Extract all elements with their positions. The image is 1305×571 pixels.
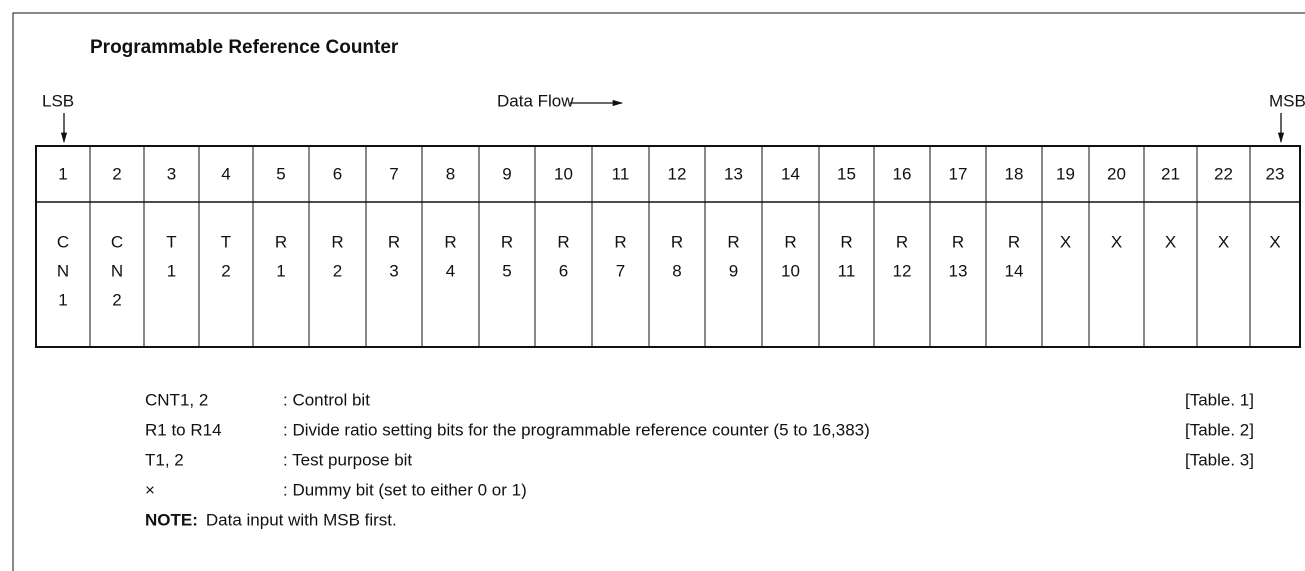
field-char: R	[444, 232, 456, 251]
table-border	[35, 145, 1301, 348]
bit-number: 15	[837, 164, 856, 183]
bit-number: 13	[724, 164, 743, 183]
field-char: 6	[559, 261, 568, 280]
bit-number: 7	[389, 164, 398, 183]
bit-number: 8	[446, 164, 455, 183]
field-char: 8	[672, 261, 681, 280]
field-char: R	[671, 232, 683, 251]
field-char: 10	[781, 261, 800, 280]
title: Programmable Reference Counter	[90, 37, 399, 58]
bit-number: 23	[1266, 164, 1285, 183]
bit-number: 20	[1107, 164, 1126, 183]
data-flow-label: Data Flow	[497, 91, 574, 110]
bit-number: 10	[554, 164, 573, 183]
field-char: X	[1165, 232, 1176, 251]
field-char: R	[952, 232, 964, 251]
legend: CNT1, 2 : Control bit [Table. 1] R1 to R14:…	[145, 390, 1254, 529]
field-char: R	[727, 232, 739, 251]
field-char: 12	[893, 261, 912, 280]
field-char: C	[57, 232, 69, 251]
bit-number: 6	[333, 164, 342, 183]
legend-term: ×	[145, 480, 155, 499]
legend-ref: [Table. 1]	[1185, 390, 1254, 409]
field-char: R	[614, 232, 626, 251]
field-char: R	[275, 232, 287, 251]
legend-description: : Divide ratio setting bits for the prog…	[283, 420, 870, 439]
field-char: T	[221, 232, 231, 251]
bit-number: 2	[112, 164, 121, 183]
field-char: R	[1008, 232, 1020, 251]
bit-number: 18	[1005, 164, 1024, 183]
field-char: X	[1060, 232, 1071, 251]
legend-term: CNT1, 2	[145, 390, 208, 409]
bit-number: 5	[276, 164, 285, 183]
bit-number: 14	[781, 164, 800, 183]
bit-number: 4	[221, 164, 230, 183]
legend-description: : Test purpose bit	[283, 450, 412, 469]
legend-term: T1, 2	[145, 450, 184, 469]
field-char: R	[501, 232, 513, 251]
bit-number: 21	[1161, 164, 1180, 183]
note-text: Data input with MSB first.	[206, 510, 397, 529]
field-char: 11	[838, 261, 856, 280]
field-char: C	[111, 232, 123, 251]
field-char: R	[784, 232, 796, 251]
msb-label: MSB	[1269, 91, 1305, 110]
bit-number: 1	[58, 164, 67, 183]
bit-number: 22	[1214, 164, 1233, 183]
field-char: 13	[949, 261, 968, 280]
field-char: 14	[1005, 261, 1024, 280]
field-char: R	[840, 232, 852, 251]
field-char: X	[1111, 232, 1122, 251]
lsb-label: LSB	[42, 91, 74, 110]
legend-ref: [Table. 3]	[1185, 450, 1254, 469]
field-char: N	[111, 261, 123, 280]
frame	[12, 12, 1305, 571]
field-char: R	[896, 232, 908, 251]
bit-number: 3	[167, 164, 176, 183]
bit-number: 17	[949, 164, 968, 183]
bit-number: 12	[668, 164, 687, 183]
field-char: 2	[112, 290, 121, 309]
legend-term: R1 to R14	[145, 420, 222, 439]
legend-description: : Dummy bit (set to either 0 or 1)	[283, 480, 527, 499]
bit-table: 1CN12CN23T14T25R16R27R38R49R510R611R712R…	[35, 145, 1301, 348]
field-char: X	[1218, 232, 1229, 251]
field-char: 2	[333, 261, 342, 280]
field-char: 5	[502, 261, 511, 280]
field-char: 1	[167, 261, 176, 280]
field-char: 7	[616, 261, 625, 280]
field-char: 1	[276, 261, 285, 280]
field-char: 2	[221, 261, 230, 280]
field-char: 4	[446, 261, 455, 280]
legend-description: : Control bit	[283, 390, 370, 409]
field-char: T	[166, 232, 176, 251]
field-char: 9	[729, 261, 738, 280]
field-char: X	[1269, 232, 1280, 251]
field-char: 3	[389, 261, 398, 280]
bit-number: 19	[1056, 164, 1075, 183]
legend-ref: [Table. 2]	[1185, 420, 1254, 439]
bit-number: 9	[502, 164, 511, 183]
field-char: R	[557, 232, 569, 251]
note-label: NOTE:	[145, 510, 198, 529]
bit-number: 16	[893, 164, 912, 183]
field-char: N	[57, 261, 69, 280]
bit-number: 11	[612, 164, 630, 183]
field-char: R	[331, 232, 343, 251]
field-char: R	[388, 232, 400, 251]
field-char: 1	[58, 290, 67, 309]
